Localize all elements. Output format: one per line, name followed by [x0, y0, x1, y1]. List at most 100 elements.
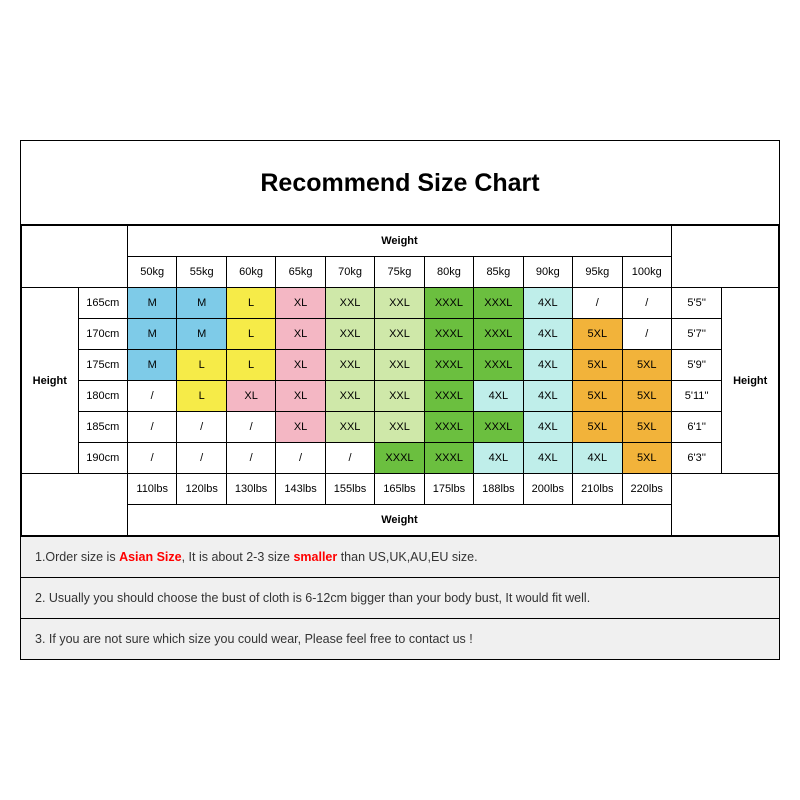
size-cell-2-8: 4XL	[523, 350, 572, 381]
row-cm-2: 175cm	[78, 350, 127, 381]
chart-title: Recommend Size Chart	[260, 169, 539, 197]
size-cell-2-4: XXL	[325, 350, 374, 381]
size-cell-1-4: XXL	[325, 319, 374, 350]
note-em-asian-size: Asian Size	[119, 550, 182, 564]
size-cell-3-10: 5XL	[622, 381, 671, 412]
size-cell-1-0: M	[127, 319, 176, 350]
size-cell-2-6: XXXL	[424, 350, 473, 381]
size-cell-0-10: /	[622, 288, 671, 319]
row-ft-5: 6'3''	[671, 443, 721, 474]
col-lbs-9: 210lbs	[573, 474, 622, 505]
size-cell-5-9: 4XL	[573, 443, 622, 474]
size-cell-4-9: 5XL	[573, 412, 622, 443]
col-kg-0: 50kg	[127, 257, 176, 288]
size-cell-2-7: XXXL	[474, 350, 523, 381]
size-cell-1-1: M	[177, 319, 226, 350]
col-lbs-1: 120lbs	[177, 474, 226, 505]
col-kg-7: 85kg	[474, 257, 523, 288]
col-lbs-3: 143lbs	[276, 474, 325, 505]
size-cell-2-2: L	[226, 350, 275, 381]
size-cell-1-8: 4XL	[523, 319, 572, 350]
size-cell-4-6: XXXL	[424, 412, 473, 443]
col-lbs-10: 220lbs	[622, 474, 671, 505]
col-lbs-4: 155lbs	[325, 474, 374, 505]
title-row: Recommend Size Chart	[21, 141, 779, 225]
height-label-right: Height	[722, 288, 779, 474]
row-cm-0: 165cm	[78, 288, 127, 319]
size-cell-0-6: XXXL	[424, 288, 473, 319]
size-cell-5-4: /	[325, 443, 374, 474]
row-cm-1: 170cm	[78, 319, 127, 350]
note-1: 1.Order size is Asian Size, It is about …	[21, 537, 779, 577]
size-cell-5-5: XXXL	[375, 443, 424, 474]
size-cell-1-7: XXXL	[474, 319, 523, 350]
col-kg-2: 60kg	[226, 257, 275, 288]
corner-top-right	[671, 226, 778, 288]
size-cell-4-7: XXXL	[474, 412, 523, 443]
size-cell-2-5: XXL	[375, 350, 424, 381]
size-cell-3-3: XL	[276, 381, 325, 412]
weight-label-top: Weight	[127, 226, 671, 257]
size-cell-4-10: 5XL	[622, 412, 671, 443]
size-cell-4-0: /	[127, 412, 176, 443]
row-ft-2: 5'9''	[671, 350, 721, 381]
size-cell-4-4: XXL	[325, 412, 374, 443]
col-lbs-0: 110lbs	[127, 474, 176, 505]
col-kg-9: 95kg	[573, 257, 622, 288]
note-em-smaller: smaller	[293, 550, 337, 564]
col-kg-6: 80kg	[424, 257, 473, 288]
size-cell-3-6: XXXL	[424, 381, 473, 412]
size-chart-panel: Recommend Size Chart Weight50kg55kg60kg6…	[20, 140, 780, 660]
size-cell-5-6: XXXL	[424, 443, 473, 474]
size-cell-1-9: 5XL	[573, 319, 622, 350]
size-cell-1-2: L	[226, 319, 275, 350]
size-cell-5-10: 5XL	[622, 443, 671, 474]
size-cell-5-2: /	[226, 443, 275, 474]
size-cell-3-1: L	[177, 381, 226, 412]
size-cell-2-9: 5XL	[573, 350, 622, 381]
weight-label-bottom: Weight	[127, 505, 671, 536]
row-ft-1: 5'7''	[671, 319, 721, 350]
col-lbs-8: 200lbs	[523, 474, 572, 505]
size-cell-1-3: XL	[276, 319, 325, 350]
note-2: 2. Usually you should choose the bust of…	[21, 577, 779, 618]
size-grid: Weight50kg55kg60kg65kg70kg75kg80kg85kg90…	[21, 225, 779, 536]
size-cell-5-7: 4XL	[474, 443, 523, 474]
size-cell-3-9: 5XL	[573, 381, 622, 412]
corner-bottom-right	[671, 474, 778, 536]
row-ft-0: 5'5''	[671, 288, 721, 319]
size-cell-1-10: /	[622, 319, 671, 350]
size-cell-2-10: 5XL	[622, 350, 671, 381]
size-cell-2-1: L	[177, 350, 226, 381]
size-cell-0-5: XXL	[375, 288, 424, 319]
size-cell-0-8: 4XL	[523, 288, 572, 319]
size-cell-0-3: XL	[276, 288, 325, 319]
size-cell-0-7: XXXL	[474, 288, 523, 319]
size-cell-5-8: 4XL	[523, 443, 572, 474]
size-cell-0-4: XXL	[325, 288, 374, 319]
size-cell-2-3: XL	[276, 350, 325, 381]
row-cm-5: 190cm	[78, 443, 127, 474]
height-label-left: Height	[22, 288, 79, 474]
size-cell-1-6: XXXL	[424, 319, 473, 350]
notes-section: 1.Order size is Asian Size, It is about …	[21, 536, 779, 659]
size-cell-5-1: /	[177, 443, 226, 474]
size-cell-3-0: /	[127, 381, 176, 412]
size-cell-4-3: XL	[276, 412, 325, 443]
size-cell-3-2: XL	[226, 381, 275, 412]
size-cell-3-7: 4XL	[474, 381, 523, 412]
col-kg-3: 65kg	[276, 257, 325, 288]
row-ft-4: 6'1''	[671, 412, 721, 443]
size-cell-3-4: XXL	[325, 381, 374, 412]
size-cell-0-0: M	[127, 288, 176, 319]
col-kg-5: 75kg	[375, 257, 424, 288]
size-cell-4-5: XXL	[375, 412, 424, 443]
size-cell-0-9: /	[573, 288, 622, 319]
size-cell-2-0: M	[127, 350, 176, 381]
size-cell-3-5: XXL	[375, 381, 424, 412]
col-lbs-7: 188lbs	[474, 474, 523, 505]
size-cell-5-0: /	[127, 443, 176, 474]
size-cell-5-3: /	[276, 443, 325, 474]
row-cm-3: 180cm	[78, 381, 127, 412]
size-cell-4-2: /	[226, 412, 275, 443]
